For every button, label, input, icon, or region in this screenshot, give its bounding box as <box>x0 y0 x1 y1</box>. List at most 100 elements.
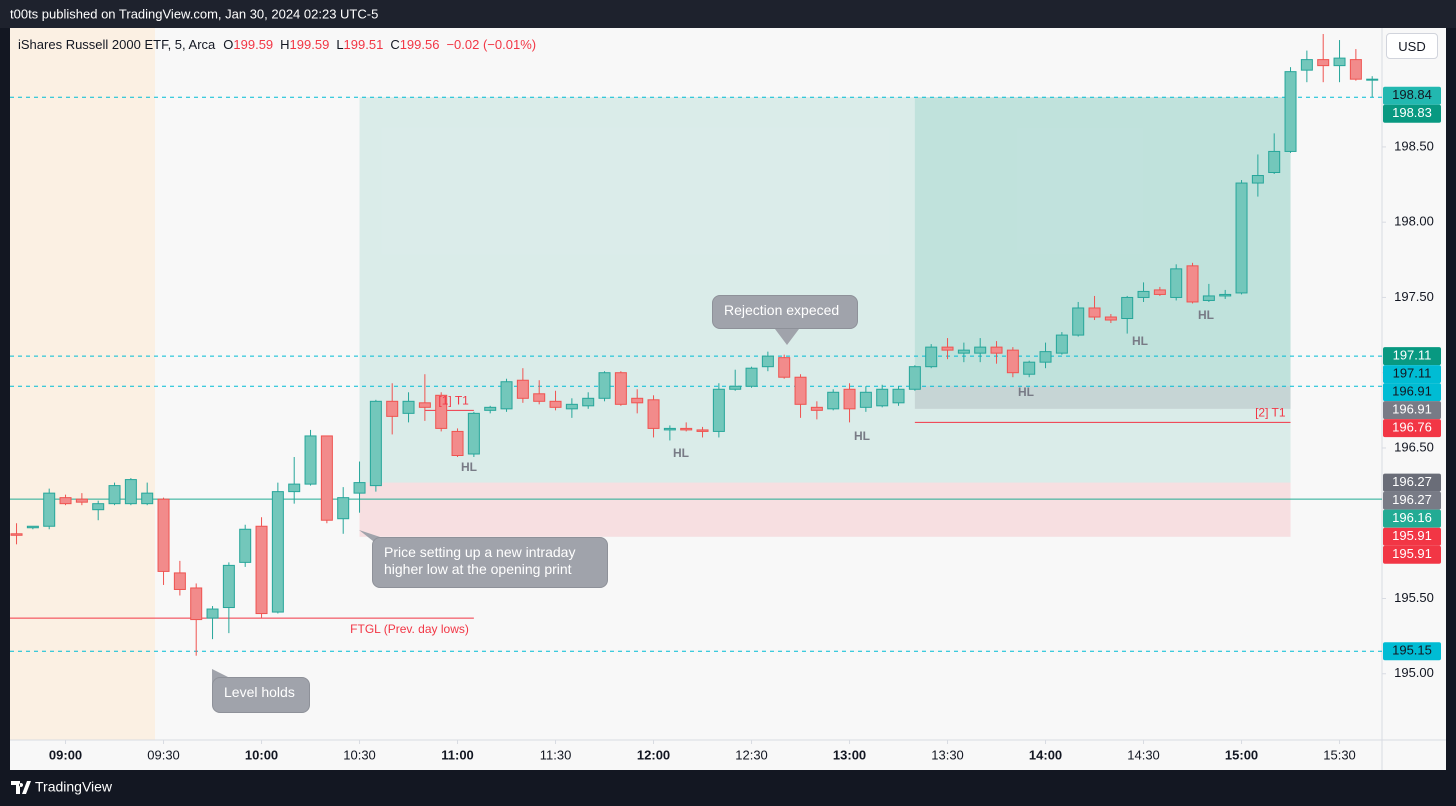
candle-body <box>729 385 742 390</box>
candle-body <box>1055 334 1068 354</box>
legend-value: 199.51 <box>343 37 384 52</box>
price-label-box <box>1383 509 1441 528</box>
chart-panel <box>10 28 1446 770</box>
callout: Level holds <box>212 677 310 713</box>
candle-body <box>1219 293 1232 297</box>
candle-body <box>761 355 774 368</box>
candle-body <box>876 388 889 407</box>
position-stop-zone <box>914 386 1291 409</box>
candle-body <box>59 497 72 505</box>
legend-value: 199.59 <box>289 37 330 52</box>
candle-body <box>304 435 317 485</box>
candle-body <box>467 412 480 455</box>
candle-body <box>712 388 725 432</box>
hl-label: HL <box>1018 385 1034 399</box>
price-label-box <box>1383 86 1441 105</box>
candle-body <box>92 503 105 511</box>
callout-pointer <box>775 329 799 345</box>
price-label-box <box>1383 419 1441 438</box>
bottom-bar <box>0 770 1456 806</box>
candle-body <box>26 525 39 529</box>
legend-label: L <box>336 37 344 52</box>
hl-label: HL <box>1198 308 1214 322</box>
candle-body <box>925 346 938 368</box>
candle-body <box>990 346 1003 354</box>
currency-button[interactable]: USD <box>1386 33 1438 59</box>
candle-body <box>173 572 186 590</box>
candle-body <box>1137 290 1150 298</box>
x-tick-label: 13:30 <box>931 747 964 762</box>
x-tick-label: 14:30 <box>1127 747 1160 762</box>
price-label: 195.15 <box>1392 643 1432 658</box>
legend-label: H <box>280 37 290 52</box>
candle-body <box>1153 289 1166 295</box>
legend-label: O <box>223 37 234 52</box>
candle-body <box>1333 57 1346 67</box>
candle-body <box>1349 59 1362 80</box>
candle-body <box>974 346 987 354</box>
candle-body <box>1268 150 1281 174</box>
candle-body <box>549 400 562 408</box>
x-tick-label: 11:00 <box>441 747 474 762</box>
y-tick-label: 197.50 <box>1394 289 1434 304</box>
candle-body <box>696 429 709 432</box>
hl-label: HL <box>461 460 477 474</box>
candle-body <box>598 372 611 399</box>
candle-body <box>141 492 154 505</box>
candle-body <box>859 391 872 408</box>
symbol-title: iShares Russell 2000 ETF, 5, Arca <box>18 37 216 52</box>
y-tick-label: 196.50 <box>1394 439 1434 454</box>
candle-body <box>533 393 546 402</box>
price-label: 195.91 <box>1392 528 1432 543</box>
candle-body <box>108 485 121 505</box>
price-label: 198.84 <box>1392 87 1432 102</box>
x-tick-label: 14:00 <box>1029 747 1062 762</box>
candle-body <box>614 372 627 405</box>
candle-body <box>794 376 807 405</box>
candle-body <box>745 367 758 387</box>
price-label: 196.16 <box>1392 510 1432 525</box>
candle-body <box>778 357 791 378</box>
candle-body <box>631 397 644 404</box>
candle-body <box>484 406 497 411</box>
candle-body <box>1072 307 1085 336</box>
candle-body <box>222 564 235 609</box>
hl-label: HL <box>673 446 689 460</box>
candle-body <box>386 400 399 417</box>
premarket-shade <box>10 28 155 740</box>
legend-value: 199.59 <box>233 37 274 52</box>
candle-body <box>239 528 252 563</box>
x-tick-label: 11:30 <box>540 747 572 762</box>
candle-body <box>75 498 88 503</box>
candle-body <box>320 435 333 521</box>
candle-body <box>1170 268 1183 298</box>
price-label-box <box>1383 347 1441 366</box>
candle-body <box>451 430 464 457</box>
y-tick-label: 195.50 <box>1394 590 1434 605</box>
price-label-box <box>1383 473 1441 492</box>
candle-body <box>1317 59 1330 67</box>
x-tick-label: 15:30 <box>1323 747 1356 762</box>
candle-body <box>1284 71 1297 152</box>
candle-body <box>565 403 578 410</box>
candle-body <box>1300 59 1313 71</box>
candle-body <box>190 587 203 621</box>
price-label-box <box>1383 401 1441 420</box>
candle-body <box>10 533 23 536</box>
candle-body <box>941 346 954 351</box>
candle-body <box>647 399 660 429</box>
candle-body <box>810 406 823 411</box>
candle-body <box>353 482 366 494</box>
candle-body <box>418 402 431 408</box>
candle-body <box>957 349 970 354</box>
candle-body <box>43 492 56 527</box>
price-label: 196.27 <box>1392 492 1432 507</box>
level-label: [1] T1 <box>438 394 469 408</box>
x-tick-label: 15:00 <box>1225 747 1258 762</box>
candle-body <box>827 391 840 410</box>
position-target-zone <box>914 97 1291 387</box>
publish-info: t00ts published on TradingView.com, Jan … <box>10 6 378 21</box>
candle-body <box>1121 296 1134 320</box>
